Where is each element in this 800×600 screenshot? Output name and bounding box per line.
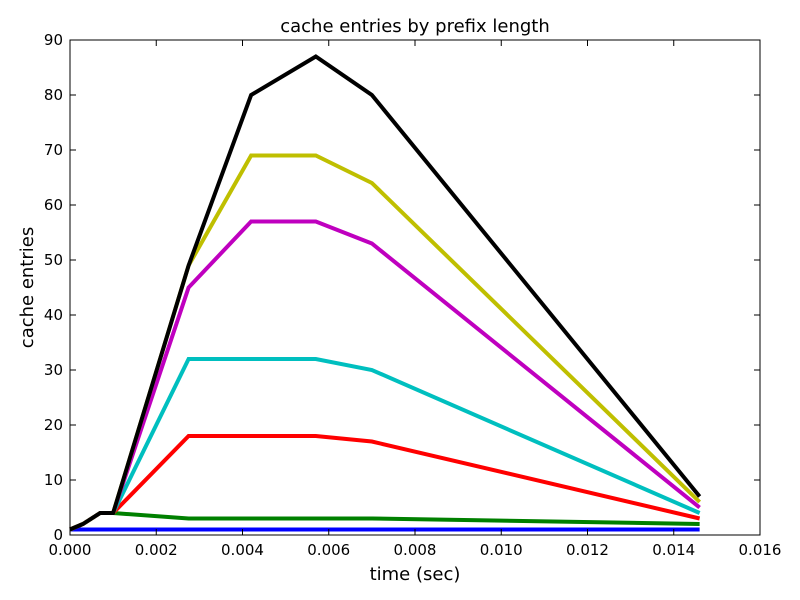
tick-layer: 0.000 0.002 0.004 0.006 0.008 0.010 0.012 0.014… bbox=[44, 31, 782, 559]
x-tick-label: 0.014 bbox=[652, 541, 695, 559]
series-line-7 bbox=[69, 54, 702, 532]
series-line-2 bbox=[69, 511, 700, 532]
y-axis-label: cache entries bbox=[17, 227, 38, 348]
y-tick-label: 40 bbox=[44, 306, 63, 324]
y-tick-label: 50 bbox=[44, 251, 63, 269]
y-tick-label: 80 bbox=[44, 86, 63, 104]
y-tick-label: 90 bbox=[44, 31, 63, 49]
x-tick-label: 0.002 bbox=[135, 541, 178, 559]
y-tick-label: 60 bbox=[44, 196, 63, 214]
y-tick-label: 70 bbox=[44, 141, 63, 159]
y-tick-label: 0 bbox=[53, 526, 63, 544]
y-tick-label: 30 bbox=[44, 361, 63, 379]
x-tick-label: 0.012 bbox=[566, 541, 609, 559]
x-axis-label: time (sec) bbox=[370, 564, 461, 585]
y-tick-label: 10 bbox=[44, 471, 63, 489]
x-tick-label: 0.006 bbox=[307, 541, 350, 559]
x-tick-label: 0.008 bbox=[394, 541, 437, 559]
series-layer bbox=[69, 54, 702, 532]
x-tick-label: 0.010 bbox=[480, 541, 523, 559]
y-tick-label: 20 bbox=[44, 416, 63, 434]
x-tick-label: 0.000 bbox=[49, 541, 92, 559]
x-tick-label: 0.016 bbox=[739, 541, 782, 559]
chart-title: cache entries by prefix length bbox=[280, 16, 550, 37]
x-tick-label: 0.004 bbox=[221, 541, 264, 559]
